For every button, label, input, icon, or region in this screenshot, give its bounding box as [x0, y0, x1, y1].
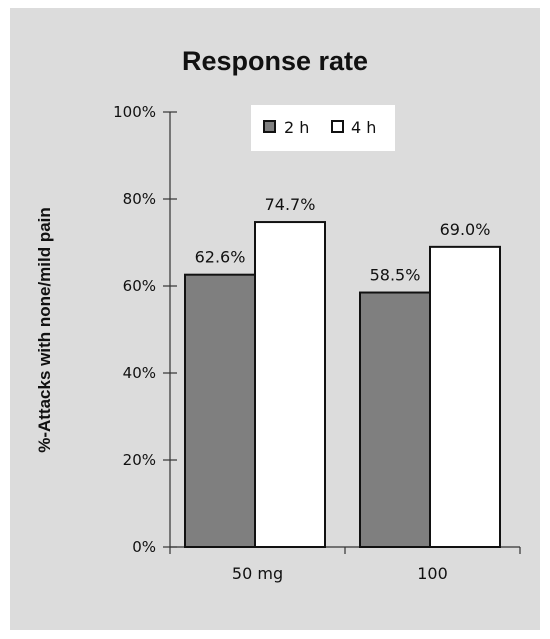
x-category-label: 50 mg	[232, 564, 283, 583]
legend-label-2h: 2 h	[284, 118, 309, 137]
chart-title: Response rate	[182, 46, 368, 76]
y-tick-label: 100%	[113, 103, 156, 121]
legend-swatch-4h	[331, 120, 344, 133]
y-tick-label: 0%	[132, 538, 156, 556]
bar-2h-1	[359, 291, 431, 548]
y-tick-label: 60%	[123, 277, 156, 295]
legend-label-4h: 4 h	[351, 118, 376, 137]
legend-swatch-2h	[263, 120, 276, 133]
x-category-label: 100	[417, 564, 448, 583]
chart-svg: Response rate %-Attacks with none/mild p…	[35, 46, 521, 583]
chart-panel: Response rate %-Attacks with none/mild p…	[10, 8, 540, 630]
bars: 62.6% 74.7% 58.5% 69.0%	[184, 195, 501, 548]
bar-4h-0	[254, 221, 326, 548]
data-label: 58.5%	[370, 266, 421, 285]
data-label: 74.7%	[265, 195, 316, 214]
y-tick-label: 20%	[123, 451, 156, 469]
legend: 2 h 4 h	[251, 105, 395, 151]
data-label: 69.0%	[440, 220, 491, 239]
y-tick-label: 80%	[123, 190, 156, 208]
y-tick-label: 40%	[123, 364, 156, 382]
bar-4h-1	[429, 245, 501, 548]
y-axis-label: %-Attacks with none/mild pain	[35, 207, 54, 453]
data-label: 62.6%	[195, 248, 246, 267]
axes: 0% 20% 40% 60% 80% 100% 50 mg 100	[113, 103, 521, 583]
bar-2h-0	[184, 273, 256, 548]
